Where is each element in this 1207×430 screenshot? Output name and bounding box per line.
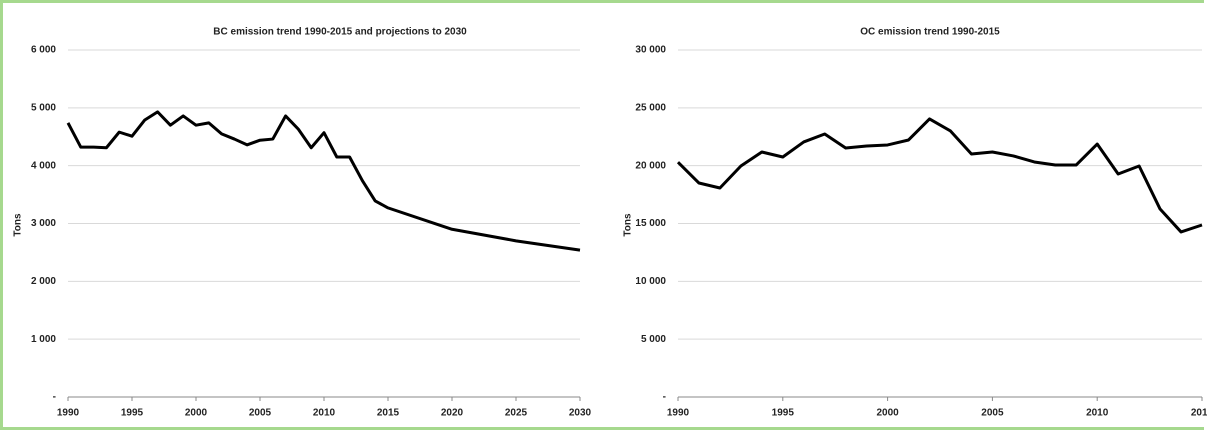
x-tick-label: 2015 [1191, 408, 1207, 419]
y-tick-label: 6 000 [31, 45, 56, 56]
x-tick-label: 2015 [377, 408, 400, 419]
y-axis-label: Tons [623, 213, 634, 237]
x-tick-label: 2010 [1086, 408, 1109, 419]
y-tick-label: 25 000 [635, 102, 666, 113]
y-tick-label: 10 000 [635, 276, 666, 287]
x-tick-label: 2020 [441, 408, 464, 419]
x-tick-label: 2005 [981, 408, 1004, 419]
y-tick-label: 5 000 [641, 334, 666, 345]
x-tick-label: 1995 [772, 408, 795, 419]
x-tick-label: 2030 [569, 408, 592, 419]
x-tick-label: 2025 [505, 408, 528, 419]
y-tick-label: 5 000 [31, 102, 56, 113]
line [66, 110, 581, 252]
x-tick-label: 1990 [667, 408, 690, 419]
y-tick-label: - [53, 392, 56, 403]
y-tick-label: - [663, 392, 666, 403]
y-tick-label: 30 000 [635, 45, 666, 56]
x-tick-label: 1995 [121, 408, 144, 419]
y-axis-label: Tons [13, 213, 24, 237]
y-tick-label: 4 000 [31, 160, 56, 171]
x-tick-label: 2000 [876, 408, 899, 419]
y-tick-label: 1 000 [31, 334, 56, 345]
x-tick-label: 2005 [249, 408, 272, 419]
y-tick-label: 3 000 [31, 218, 56, 229]
x-tick-label: 2010 [313, 408, 336, 419]
y-tick-label: 15 000 [635, 218, 666, 229]
line [676, 117, 1203, 234]
chart-title: BC emission trend 1990-2015 and projecti… [213, 27, 467, 38]
x-tick-label: 1990 [57, 408, 80, 419]
chart-title: OC emission trend 1990-2015 [860, 27, 1000, 38]
y-tick-label: 20 000 [635, 160, 666, 171]
x-tick-label: 2000 [185, 408, 208, 419]
y-tick-label: 2 000 [31, 276, 56, 287]
